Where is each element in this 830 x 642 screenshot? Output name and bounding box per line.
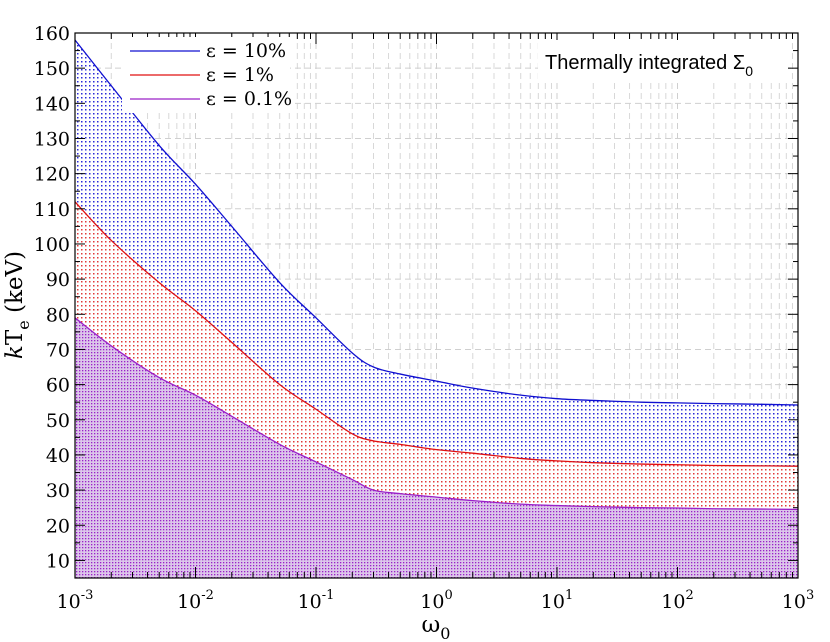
- y-tick-label: 30: [46, 480, 70, 502]
- shaded-bands: [75, 40, 798, 578]
- y-tick-label: 140: [34, 93, 70, 115]
- y-tick-label: 160: [34, 23, 70, 45]
- x-tick-label: 10-2: [177, 588, 214, 613]
- annotation: Thermally integrated Σ0: [538, 40, 788, 80]
- x-tick-label: 101: [541, 588, 573, 613]
- legend: ε = 10% ε = 1% ε = 0.1%: [122, 37, 292, 113]
- y-tick-label: 80: [46, 304, 70, 326]
- legend-label-1pct: ε = 1%: [206, 64, 274, 86]
- x-tick-label: 100: [420, 588, 452, 613]
- y-axis-title: kTe (keV): [2, 251, 33, 359]
- x-tick-label: 10-3: [57, 588, 94, 613]
- y-tick-label: 90: [46, 269, 70, 291]
- series-line-0.1pct: [74, 317, 799, 511]
- annotation-background: [538, 40, 788, 80]
- axis-ticks: [74, 32, 799, 579]
- legend-label-10pct: ε = 10%: [206, 40, 286, 62]
- x-tick-labels: 10-3 10-2 10-1 100 101 102 103: [57, 588, 815, 613]
- y-tick-label: 130: [34, 128, 70, 150]
- x-tick-label: 102: [661, 588, 693, 613]
- y-tick-label: 20: [46, 515, 70, 537]
- x-axis-title: ω0: [422, 612, 451, 642]
- y-tick-label: 100: [34, 234, 70, 256]
- y-tick-label: 150: [34, 58, 70, 80]
- series-lines: [74, 39, 799, 511]
- x-tick-label: 103: [782, 588, 814, 613]
- y-tick-labels: 10 20 30 40 50 60 70 80 90 100 110 120 130 140 150 160: [34, 23, 70, 572]
- y-tick-label: 70: [46, 339, 70, 361]
- annotation-text: Thermally integrated Σ0: [545, 52, 753, 79]
- legend-label-0.1pct: ε = 0.1%: [206, 88, 292, 110]
- series-line-1pct: [74, 201, 799, 467]
- y-tick-label: 120: [34, 164, 70, 186]
- y-tick-label: 10: [46, 550, 70, 572]
- y-tick-label: 60: [46, 375, 70, 397]
- y-tick-label: 40: [46, 445, 70, 467]
- y-tick-label: 110: [34, 199, 70, 221]
- band-area-0.1pct: [75, 317, 798, 578]
- series-line-10pct: [74, 39, 799, 406]
- y-tick-label: 50: [46, 410, 70, 432]
- x-tick-label: 10-1: [298, 588, 335, 613]
